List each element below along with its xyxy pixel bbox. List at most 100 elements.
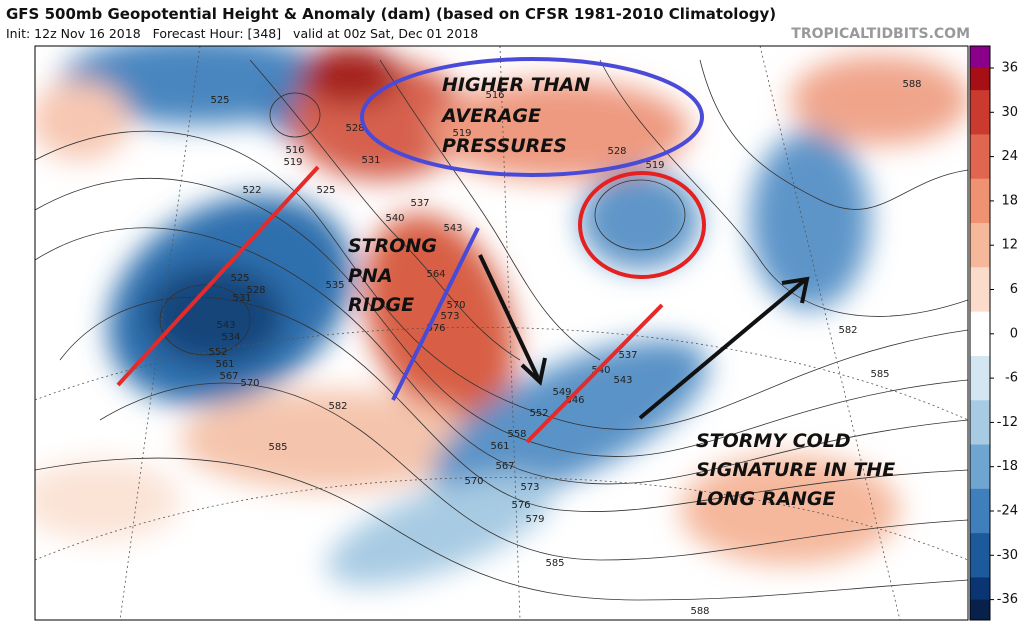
colorbar-segment [970, 112, 990, 135]
contour-label: 561 [490, 441, 509, 452]
colorbar-segment [970, 422, 990, 446]
title: GFS 500mb Geopotential Height & Anomaly … [6, 5, 776, 23]
contour-label: 582 [838, 325, 857, 336]
map-frame [34, 45, 969, 621]
annotation: HIGHER THAN [442, 74, 590, 96]
annotation: PRESSURES [442, 135, 567, 157]
contour-label: 588 [902, 79, 921, 90]
contour-label: 525 [210, 95, 229, 106]
colorbar: 36 30 24 18 12 6 0 -6 -12 -18 -24 -30 -36 [969, 45, 1018, 621]
contour-label: 540 [385, 213, 404, 224]
contour-label: 528 [246, 285, 265, 296]
colorbar-tick-label: 18 [1001, 193, 1018, 208]
annotation-stormy: STORMY COLD SIGNATURE IN THE LONG RANGE [696, 430, 895, 510]
contour-label: 570 [464, 476, 483, 487]
colorbar-segment [970, 311, 990, 335]
contour-label: 567 [219, 371, 238, 382]
contour-label: 525 [230, 273, 249, 284]
annotation-pressures: HIGHER THAN AVERAGE PRESSURES [440, 74, 590, 157]
annotation: SIGNATURE IN THE [696, 459, 895, 481]
annotation: STORMY COLD [696, 430, 851, 452]
contour-label: 585 [870, 369, 889, 380]
contour-label: 561 [215, 359, 234, 370]
contour-label: 522 [242, 185, 261, 196]
colorbar-segment [970, 134, 990, 158]
low-circle [578, 171, 706, 279]
trough-line [525, 303, 664, 444]
contour-lines [35, 59, 968, 601]
contour-label: 588 [690, 606, 709, 617]
graticule [35, 46, 968, 620]
colorbar-segment [970, 333, 990, 357]
contour-label: 573 [520, 482, 539, 493]
colorbar-tick-label: -6 [1005, 371, 1018, 386]
colorbar-tick-label: 36 [1001, 61, 1018, 76]
anomaly-shading [35, 46, 968, 586]
colorbar-segment [970, 178, 990, 202]
contour-label: 543 [216, 320, 235, 331]
colorbar-segment [970, 355, 990, 379]
subtitle: Init: 12z Nov 16 2018 Forecast Hour: [34… [6, 26, 478, 41]
colorbar-segment [970, 444, 990, 468]
contour-label: 564 [426, 269, 445, 280]
contour-label: 582 [328, 401, 347, 412]
contour-label: 537 [410, 198, 429, 209]
contour-label: 585 [545, 558, 564, 569]
annotation: RIDGE [348, 294, 414, 316]
colorbar-segment [970, 46, 990, 68]
colorbar-tick-label: 24 [1001, 149, 1018, 164]
annotation: LONG RANGE [696, 488, 836, 510]
contour-label: 537 [618, 350, 637, 361]
contour-label: 531 [232, 293, 251, 304]
contour-label: 519 [645, 160, 664, 171]
colorbar-segment [970, 245, 990, 268]
contour-label: 552 [529, 408, 548, 419]
watermark: TROPICALTIDBITS.COM [791, 26, 970, 42]
colorbar-tick-label: -30 [997, 548, 1018, 563]
colorbar-segment [970, 533, 990, 556]
colorbar-tick-label: 6 [1010, 282, 1018, 297]
colorbar-tick-label: 0 [1010, 326, 1018, 341]
contour-label: 525 [316, 185, 335, 196]
contour-label: 516 [485, 90, 504, 101]
colorbar-segment [970, 466, 990, 490]
colorbar-segment [970, 90, 990, 113]
contour-label: 567 [495, 461, 514, 472]
colorbar-segment [970, 577, 990, 601]
colorbar-segment [970, 488, 990, 512]
colorbar-tick-label: 12 [1001, 238, 1018, 253]
contour-label: 531 [361, 155, 380, 166]
contour-label: 549 [552, 387, 571, 398]
colorbar-segment [970, 599, 990, 620]
contour-label: 579 [525, 514, 544, 525]
contour-label: 540 [591, 365, 610, 376]
colorbar-segment [970, 289, 990, 313]
annotation: STRONG [348, 235, 437, 257]
contour-label: 543 [443, 223, 462, 234]
colorbar-segment [970, 68, 990, 91]
contour-label: 552 [208, 347, 227, 358]
contour-label: 543 [613, 375, 632, 386]
markup-overlay: HIGHER THAN AVERAGE PRESSURES STRONG PNA… [116, 57, 895, 510]
contour-label: 519 [452, 128, 471, 139]
colorbar-segment [970, 200, 990, 224]
contour-label: 546 [565, 395, 584, 406]
ridge-line [391, 227, 480, 401]
contour-label: 528 [345, 123, 364, 134]
annotation-ridge: STRONG PNA RIDGE [348, 235, 437, 316]
colorbar-segment [970, 156, 990, 180]
contour-label: 558 [507, 429, 526, 440]
colorbar-tick-label: -36 [997, 592, 1018, 607]
contour-label: 573 [440, 311, 459, 322]
colorbar-segment [970, 400, 990, 423]
colorbar-frame [969, 45, 991, 621]
pressure-circle [360, 57, 704, 177]
colorbar-segment [970, 267, 990, 290]
trough-line [116, 165, 320, 387]
colorbar-segment [970, 223, 990, 246]
colorbar-tick-label: 30 [1001, 105, 1018, 120]
annotation: PNA [348, 265, 393, 287]
